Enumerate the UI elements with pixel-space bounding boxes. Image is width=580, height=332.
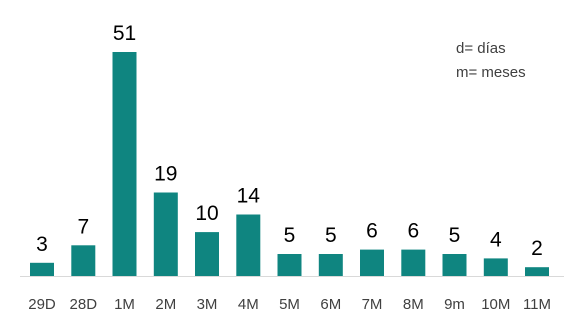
x-tick-label: 28D [70, 296, 98, 313]
bar-11m [525, 267, 549, 276]
value-label: 51 [113, 22, 136, 45]
x-tick-labels-group: 29D 28D 1M 2M 3M 4M 5M 6M 7M 8M 9m 10M 11M [28, 296, 551, 313]
x-tick-label: 10M [481, 296, 510, 313]
value-label: 10 [195, 202, 218, 225]
value-label: 5 [449, 224, 461, 247]
x-tick-label: 29D [28, 296, 56, 313]
bar-7m [360, 249, 384, 276]
bar-2m [153, 192, 178, 276]
x-tick-label: 9m [444, 296, 465, 313]
value-label: 5 [284, 224, 296, 247]
x-tick-label: 8M [403, 296, 424, 313]
value-label: 6 [407, 220, 419, 243]
bar-3m [195, 232, 219, 276]
value-labels-group: 3 7 51 19 10 14 5 5 6 6 5 4 2 [36, 22, 543, 260]
bar-1m [112, 52, 137, 276]
bar-6m [318, 254, 343, 276]
value-label: 2 [531, 237, 543, 260]
legend-months-note: m= meses [456, 64, 526, 81]
value-label: 14 [237, 185, 261, 208]
bar-4m [236, 214, 261, 276]
x-tick-label: 7M [362, 296, 383, 313]
legend-days-note: d= días [456, 40, 506, 57]
value-label: 19 [154, 163, 177, 186]
x-tick-label: 3M [197, 296, 218, 313]
value-label: 6 [366, 220, 378, 243]
value-label: 3 [36, 233, 48, 256]
value-label: 7 [77, 215, 89, 238]
bars-group [30, 52, 549, 276]
x-tick-label: 2M [155, 296, 176, 313]
bar-8m [401, 249, 426, 276]
bar-5m [277, 254, 302, 276]
value-label: 5 [325, 224, 337, 247]
x-tick-label: 1M [114, 296, 135, 313]
bar-29d [30, 262, 54, 276]
x-tick-label: 5M [279, 296, 300, 313]
x-tick-label: 6M [320, 296, 341, 313]
bar-9m [442, 254, 467, 276]
bar-10m [483, 258, 508, 276]
x-tick-label: 4M [238, 296, 259, 313]
value-label: 4 [490, 228, 502, 251]
bar-28d [71, 245, 96, 276]
x-tick-label: 11M [523, 296, 551, 313]
